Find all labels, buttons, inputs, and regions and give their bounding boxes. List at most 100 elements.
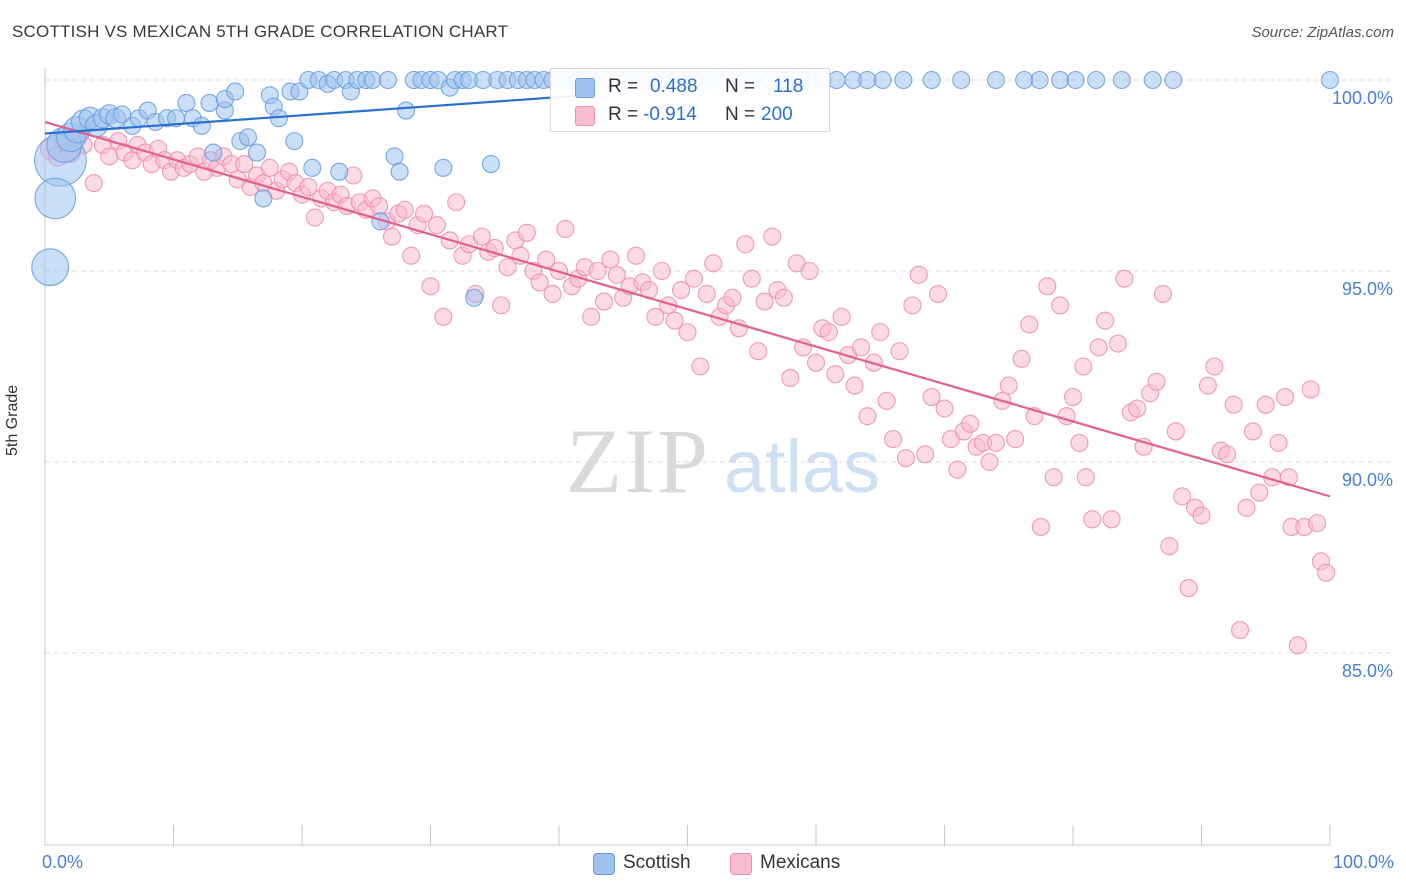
legend-r-label: R = [608,76,639,97]
scottish-point [952,70,971,90]
scottish-points [31,70,1340,307]
mexicans-point [235,154,254,174]
scottish-point [200,93,219,112]
mexicans-point [723,288,742,307]
mexicans-point [260,158,279,177]
mexicans-point [1269,433,1288,452]
mexicans-point [1070,433,1089,452]
x-tick-min: 0.0% [42,852,84,872]
mexicans-point [684,269,703,288]
y-tick-label: 100.0% [1332,88,1393,108]
mexicans-point [1237,498,1256,517]
y-tick-label: 95.0% [1342,279,1393,299]
scottish-point [1143,70,1162,90]
scottish-point [481,154,500,174]
y-tick-label: 90.0% [1342,470,1393,490]
scottish-point [238,128,258,147]
mexicans-point [935,399,954,418]
mexicans-point [1192,506,1211,525]
legend-n-value: 118 [773,76,804,97]
mexicans-point [704,254,723,273]
mexicans-point [594,292,614,311]
mexicans-point [84,174,103,193]
mexicans-point [774,288,793,307]
mexicans-point [1128,399,1147,418]
watermark-atlas: atlas [724,425,880,508]
scottish-point [1051,70,1070,90]
mexicans-point [299,177,318,197]
mexicans-point [1096,311,1115,330]
mexicans-point [980,452,999,472]
mexicans-point [1044,468,1063,487]
mexicans-point [588,261,607,281]
scottish-point [330,162,349,181]
scottish-point [285,132,304,151]
mexicans-point [498,258,517,277]
scottish-point [1112,70,1131,90]
y-tick-labels: 100.0% 95.0% 90.0% 85.0% [1332,88,1393,681]
mexicans-point [890,342,909,361]
mexicans-point [434,307,453,326]
scottish-point [390,162,409,181]
legend-swatch-mexicans [575,106,595,126]
mexicans-point [1020,315,1039,334]
mexicans-point [1031,517,1050,536]
x-tick-max: 100.0% [1332,852,1394,872]
scottish-point [1066,70,1085,90]
mexicans-point [845,376,864,395]
mexicans-point [1256,395,1275,414]
y-tick-label: 85.0% [1342,661,1393,681]
scottish-point [827,70,846,90]
mexicans-point [305,208,324,227]
mexicans-point [1006,430,1025,449]
legend-swatch-mexicans [730,853,752,875]
mexicans-point [819,323,838,342]
legend-n-label: N = [725,104,756,125]
mexicans-point [472,227,491,246]
mexicans-point [691,357,710,376]
mexicans-point [100,147,119,166]
mexicans-point [903,296,922,315]
scottish-point [113,105,132,124]
mexicans-point [646,307,665,326]
mexicans-point [1153,284,1172,303]
mexicans-point [986,433,1005,452]
mexicans-point [447,193,466,212]
scottish-point [363,70,382,90]
mexicans-point [1317,563,1336,582]
mexicans-point [948,460,967,479]
scottish-point [177,93,196,112]
mexicans-point [665,311,684,330]
scottish-point [247,143,267,162]
mexicans-point [1166,422,1185,441]
scottish-point [922,70,941,90]
mexicans-point [781,368,800,388]
mexicans-point [652,261,671,281]
mexicans-point [1173,487,1192,506]
scottish-point [204,143,223,162]
mexicans-point [427,216,446,235]
mexicans-point [1012,349,1031,368]
mexicans-point [858,407,877,426]
mexicans-point [395,200,414,219]
mexicans-point [556,219,575,239]
mexicans-point [929,284,948,303]
mexicans-point [1089,338,1108,357]
mexicans-point [916,445,935,464]
legend-swatch-scottish [593,853,615,875]
y-axis-label: 5th Grade [4,384,21,456]
scottish-point [434,158,453,177]
mexicans-point [415,204,434,223]
scottish-point [1320,70,1340,90]
scottish-point [1030,70,1049,90]
mexicans-point [1179,579,1198,598]
scottish-point [379,70,398,90]
mexicans-point [1063,388,1083,407]
mexicans-point [1275,388,1295,407]
mexicans-point [382,227,402,246]
scottish-point [31,248,70,287]
watermark: ZIP atlas [566,410,880,512]
legend-n-value: 200 [761,104,793,125]
scottish-point [1087,70,1106,90]
